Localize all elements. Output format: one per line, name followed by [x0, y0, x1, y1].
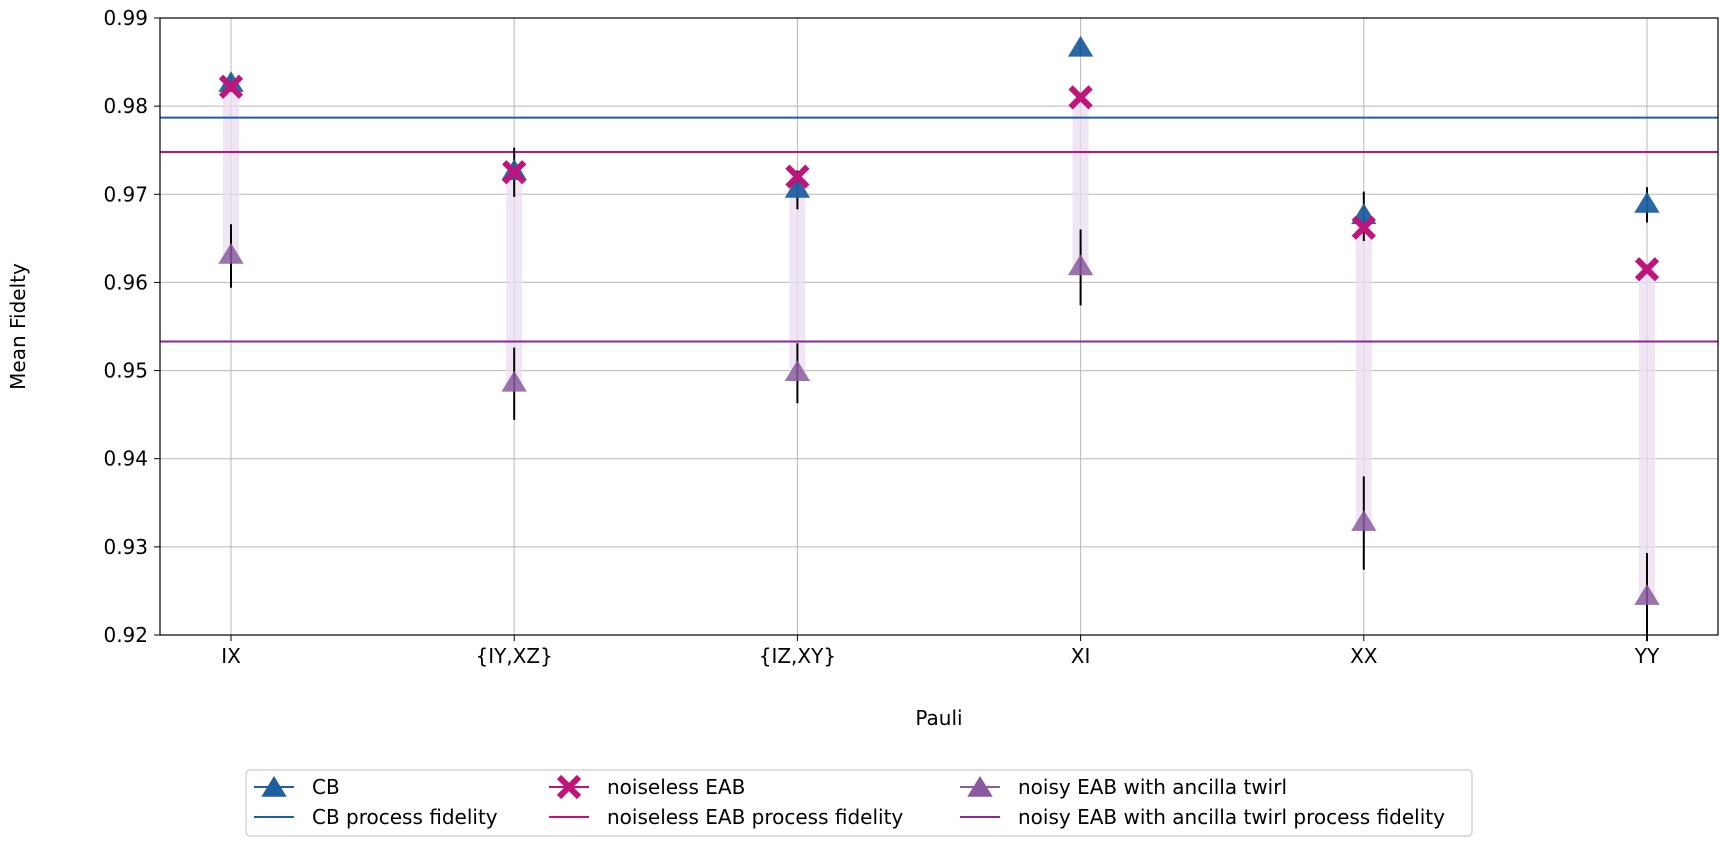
- x-tick-label: {IZ,XY}: [759, 644, 836, 668]
- y-tick-label: 0.97: [103, 182, 148, 206]
- legend-label: noiseless EAB: [607, 775, 745, 799]
- range-band: [223, 86, 239, 256]
- point-noiseless-eab: [218, 74, 244, 99]
- legend-item: CB process fidelity: [254, 805, 498, 829]
- range-band: [789, 176, 806, 374]
- range-bands: [223, 86, 1655, 598]
- range-band: [1639, 269, 1655, 598]
- point-noisy-eab-with-ancilla-twirl: [1351, 510, 1377, 531]
- point-noisy-eab-with-ancilla-twirl: [218, 243, 244, 264]
- point-noiseless-eab: [1634, 257, 1660, 282]
- axis-ticks: 0.92 0.93 0.94 0.95 0.96 0.97 0.98 0.99 IX {IY,XZ…: [103, 6, 1660, 668]
- process-fidelity-lines: [160, 116, 1718, 343]
- point-noiseless-eab: [1068, 85, 1093, 110]
- x-tick-label: {IY,XZ}: [476, 644, 553, 668]
- point-noiseless-eab: [1351, 215, 1376, 240]
- point-noiseless-eab: [785, 164, 810, 189]
- x-tick-label: YY: [1634, 644, 1660, 668]
- y-tick-label: 0.93: [103, 535, 148, 559]
- point-cb: [218, 71, 244, 92]
- x-tick-label: XX: [1350, 644, 1378, 668]
- point-noiseless-eab: [502, 160, 527, 185]
- x-tick-label: XI: [1071, 644, 1091, 668]
- legend-label: noisy EAB with ancilla twirl process fid…: [1018, 805, 1445, 829]
- range-band: [1355, 227, 1372, 524]
- legend-item: noisy EAB with ancilla twirl: [960, 775, 1287, 799]
- point-noisy-eab-with-ancilla-twirl: [1067, 254, 1094, 276]
- point-noisy-eab-with-ancilla-twirl: [501, 370, 527, 392]
- y-tick-label: 0.96: [103, 270, 148, 294]
- y-tick-label: 0.95: [103, 359, 148, 383]
- legend-label: noiseless EAB process fidelity: [607, 805, 903, 829]
- point-cb: [1634, 191, 1660, 213]
- data-points: [218, 35, 1660, 642]
- legend-label: CB: [312, 775, 340, 799]
- point-cb: [1067, 35, 1094, 57]
- legend-item: noisy EAB with ancilla twirl process fid…: [960, 805, 1445, 829]
- y-tick-label: 0.98: [103, 94, 148, 118]
- plot-frame: [159, 17, 1719, 636]
- legend-x-marker: [556, 774, 582, 800]
- legend-item: noiseless EAB: [549, 774, 745, 800]
- legend: CB CB process fidelity noiseless EAB noisel…: [245, 769, 1473, 837]
- y-tick-label: 0.92: [103, 623, 148, 647]
- x-axis-label: Pauli: [915, 706, 962, 730]
- legend-triangle-marker: [261, 776, 287, 797]
- y-tick-label: 0.99: [103, 6, 148, 30]
- point-noisy-eab-with-ancilla-twirl: [1634, 584, 1660, 605]
- legend-label: CB process fidelity: [312, 805, 498, 829]
- range-band: [1072, 97, 1089, 268]
- legend-triangle-marker: [967, 776, 993, 797]
- y-tick-label: 0.94: [103, 447, 148, 471]
- range-band: [506, 172, 523, 384]
- x-tick-label: IX: [221, 644, 241, 668]
- y-axis-label: Mean Fidelty: [6, 263, 30, 390]
- legend-item: CB: [254, 775, 340, 799]
- point-cb: [784, 176, 811, 198]
- legend-item: noiseless EAB process fidelity: [549, 805, 903, 829]
- point-noisy-eab-with-ancilla-twirl: [784, 360, 811, 381]
- legend-label: noisy EAB with ancilla twirl: [1018, 775, 1287, 799]
- grid-layer: [160, 17, 1718, 636]
